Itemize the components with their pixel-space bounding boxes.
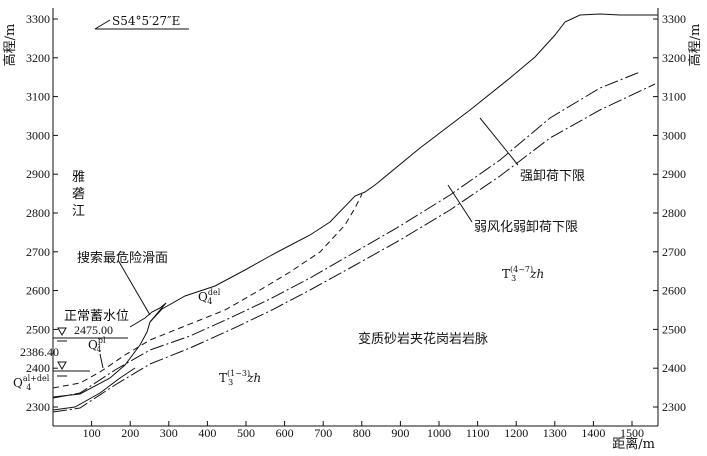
slip-surface-label: 搜索最危险滑面 [77,251,168,266]
y-axis-title-right: 高程/m [687,24,703,67]
y-axis-title-left: 高程/m [2,24,18,67]
y-tick-label-right: 3200 [662,51,686,65]
x-axis-title: 距离/m [612,436,655,452]
low-water-level-value: 2386.40 [20,345,59,359]
bedrock-label: 变质砂岩夹花岗岩岩脉 [358,331,488,347]
x-tick-label: 1100 [466,426,490,440]
y-tick-label-left: 2700 [26,245,50,259]
slip-surface-line [52,193,363,389]
bearing-label: S54°5′27″E [112,14,180,28]
y-tick-label-right: 2400 [662,361,686,375]
y-ticks: 2300 2300 2400 2400 2500 2500 2600 2600 2700 2700… [26,12,686,414]
y-tick-label-left: 2400 [26,361,50,375]
y-tick-label-right: 2700 [662,245,686,259]
water-level-marker-low [57,361,67,371]
x-tick-label: 400 [198,426,216,440]
x-tick-label: 500 [237,426,255,440]
bearing-arrow [94,19,111,30]
q4-del-label: Qdel 4 [198,288,221,306]
svg-text:T(4~7)3zh: T(4~7) 3 zh [502,265,544,283]
x-tick-label: 1200 [504,426,528,440]
svg-text:砻: 砻 [72,187,85,202]
x-tick-label: 300 [160,426,178,440]
strong-unloading-leader [479,117,519,166]
y-tick-label-right: 3000 [662,128,686,142]
y-tick-label-right: 2900 [662,167,686,181]
y-tick-label-right: 2800 [662,206,686,220]
x-tick-label: 1400 [581,426,605,440]
y-tick-label-right: 2300 [662,400,686,414]
y-tick-label-right: 2600 [662,284,686,298]
t3-upper-label: T(4~7) 3 zh [502,265,544,283]
x-tick-label: 1300 [543,426,567,440]
x-tick-label: 700 [314,426,332,440]
y-tick-label-right: 3100 [662,90,686,104]
strong-unloading-line [52,71,641,399]
pl-leader [99,353,104,369]
deposit-boundary [129,302,167,328]
y-tick-label-left: 2300 [26,400,50,414]
river-label: 雅 砻 江 [72,170,85,219]
riverbed-line [52,367,136,411]
y-tick-label-left: 2800 [26,206,50,220]
y-tick-label-left: 3300 [26,12,50,26]
y-tick-label-left: 2900 [26,167,50,181]
q4-alluvial-label: Qal+del 4 [13,374,50,392]
water-level-marker [57,327,67,337]
water-level-value: 2475.00 [74,323,113,337]
y-tick-label-right: 2500 [662,322,686,336]
axes-frame [52,8,659,427]
weak-weathering-label: 弱风化弱卸荷下限 [474,219,578,235]
svg-text:江: 江 [72,204,85,219]
y-tick-label-left: 3100 [26,90,50,104]
y-tick-label-right: 3300 [662,12,686,26]
svg-text:T(1~3)3zh: T(1~3) 3 zh [219,369,261,387]
x-tick-label: 200 [121,426,139,440]
x-tick-label: 1000 [427,426,451,440]
y-tick-label-left: 2500 [26,322,50,336]
weak-weathering-line [52,83,656,413]
y-tick-label-left: 3200 [26,51,50,65]
svg-text:雅: 雅 [72,170,85,185]
q4-pl-label: Qpl 4 [88,336,106,354]
y-tick-label-left: 2600 [26,284,50,298]
x-tick-label: 800 [353,426,371,440]
x-tick-label: 1500 [620,426,644,440]
t3-lower-label: T(1~3) 3 zh [219,369,261,387]
y-tick-label-left: 3000 [26,128,50,142]
x-tick-label: 100 [83,426,101,440]
x-tick-label: 900 [391,426,409,440]
normal-water-level-label: 正常蓄水位 [64,309,129,324]
slip-surface-leader [117,259,151,316]
ground-surface-line [52,13,658,398]
weak-weathering-leader [447,184,473,223]
strong-unloading-label: 强卸荷下限 [520,168,585,184]
x-ticks: 100 200 300 400 500 600 700 800 900 1000 1100 1200 1… [83,421,644,440]
x-tick-label: 600 [276,426,294,440]
